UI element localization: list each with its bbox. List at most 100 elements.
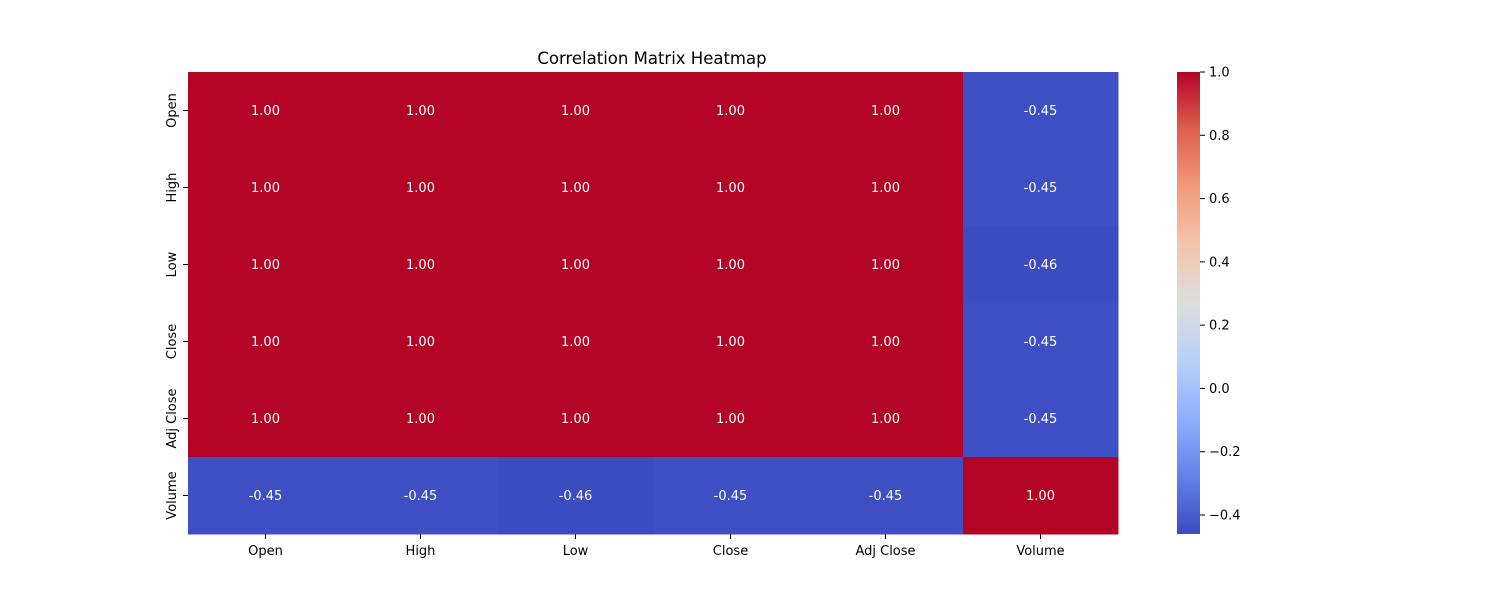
heatmap-cell bbox=[343, 149, 499, 227]
cell-annotation: 1.00 bbox=[561, 412, 590, 427]
heatmap-cell bbox=[188, 72, 344, 150]
heatmap-cell bbox=[188, 457, 344, 535]
cell-annotation: 1.00 bbox=[561, 258, 590, 273]
cell-annotation: -0.45 bbox=[714, 489, 748, 504]
heatmap-cell bbox=[188, 380, 344, 458]
cell-annotations: 1.00 1.00 1.00 1.00 1.00 -0.45 1.00 1.00 1.00 1.0… bbox=[249, 104, 1058, 504]
chart-title: Correlation Matrix Heatmap bbox=[537, 49, 766, 68]
cell-annotation: 1.00 bbox=[561, 181, 590, 196]
heatmap-cells bbox=[188, 72, 1119, 535]
cell-annotation: 1.00 bbox=[871, 258, 900, 273]
cell-annotation: 1.00 bbox=[716, 104, 745, 119]
heatmap-cell bbox=[343, 303, 499, 381]
y-tick-label: Volume bbox=[165, 471, 180, 519]
heatmap-cell bbox=[498, 149, 654, 227]
heatmap-cell bbox=[808, 303, 964, 381]
x-tick-label: Low bbox=[563, 544, 589, 559]
cell-annotation: 1.00 bbox=[406, 104, 435, 119]
x-tick-label: High bbox=[406, 544, 436, 559]
cell-annotation: 1.00 bbox=[871, 335, 900, 350]
cell-annotation: 1.00 bbox=[561, 104, 590, 119]
x-tick-label: Open bbox=[248, 544, 283, 559]
cell-annotation: 1.00 bbox=[251, 104, 280, 119]
cell-annotation: 1.00 bbox=[251, 412, 280, 427]
heatmap-cell bbox=[653, 72, 809, 150]
cell-annotation: 1.00 bbox=[871, 104, 900, 119]
cell-annotation: -0.45 bbox=[869, 489, 903, 504]
heatmap-cell bbox=[498, 72, 654, 150]
heatmap-cell bbox=[343, 380, 499, 458]
cell-annotation: 1.00 bbox=[406, 181, 435, 196]
colorbar: 1.0 0.8 0.6 0.4 0.2 0.0 −0.2 −0.4 bbox=[1177, 66, 1241, 534]
cell-annotation: 1.00 bbox=[716, 258, 745, 273]
cell-annotation: 1.00 bbox=[716, 181, 745, 196]
x-tick-label: Adj Close bbox=[855, 544, 915, 559]
heatmap-cell bbox=[963, 457, 1119, 535]
heatmap-cell bbox=[498, 226, 654, 304]
cell-annotation: -0.46 bbox=[559, 489, 593, 504]
heatmap-cell bbox=[498, 303, 654, 381]
cell-annotation: 1.00 bbox=[871, 181, 900, 196]
colorbar-tick-label: 0.4 bbox=[1209, 255, 1230, 270]
cell-annotation: -0.45 bbox=[1024, 104, 1058, 119]
y-axis: Open High Low Close Adj Close Volume bbox=[165, 93, 188, 520]
heatmap-cell bbox=[188, 226, 344, 304]
cell-annotation: 1.00 bbox=[251, 258, 280, 273]
x-tick-label: Close bbox=[713, 544, 748, 559]
cell-annotation: 1.00 bbox=[251, 181, 280, 196]
y-tick-label: Adj Close bbox=[165, 388, 180, 448]
heatmap-cell bbox=[963, 380, 1119, 458]
heatmap-cell bbox=[808, 380, 964, 458]
colorbar-tick-label: 0.8 bbox=[1209, 129, 1230, 144]
heatmap-cell bbox=[653, 149, 809, 227]
colorbar-tick-label: 0.6 bbox=[1209, 192, 1230, 207]
cell-annotation: -0.45 bbox=[249, 489, 283, 504]
heatmap-cell bbox=[808, 149, 964, 227]
cell-annotation: 1.00 bbox=[406, 258, 435, 273]
colorbar-tick-label: −0.2 bbox=[1209, 445, 1241, 460]
cell-annotation: 1.00 bbox=[716, 335, 745, 350]
heatmap-cell bbox=[498, 457, 654, 535]
colorbar-gradient bbox=[1177, 72, 1200, 534]
heatmap-cell bbox=[963, 226, 1119, 304]
heatmap-cell bbox=[808, 457, 964, 535]
heatmap-cell bbox=[343, 72, 499, 150]
cell-annotation: 1.00 bbox=[406, 335, 435, 350]
cell-annotation: 1.00 bbox=[406, 412, 435, 427]
x-axis: Open High Low Close Adj Close Volume bbox=[248, 534, 1065, 559]
cell-annotation: -0.45 bbox=[1024, 335, 1058, 350]
heatmap-cell bbox=[343, 457, 499, 535]
cell-annotation: -0.45 bbox=[1024, 412, 1058, 427]
heatmap-cell bbox=[963, 303, 1119, 381]
y-tick-label: High bbox=[165, 173, 180, 203]
colorbar-tick-label: 1.0 bbox=[1209, 66, 1230, 81]
colorbar-tick-label: 0.0 bbox=[1209, 382, 1230, 397]
cell-annotation: -0.45 bbox=[404, 489, 438, 504]
y-tick-label: Open bbox=[165, 93, 180, 128]
cell-annotation: 1.00 bbox=[251, 335, 280, 350]
heatmap-cell bbox=[653, 303, 809, 381]
heatmap-cell bbox=[343, 226, 499, 304]
heatmap-cell bbox=[188, 149, 344, 227]
cell-annotation: -0.46 bbox=[1024, 258, 1058, 273]
heatmap-cell bbox=[963, 149, 1119, 227]
heatmap-cell bbox=[188, 303, 344, 381]
cell-annotation: 1.00 bbox=[716, 412, 745, 427]
cell-annotation: 1.00 bbox=[561, 335, 590, 350]
cell-annotation: 1.00 bbox=[1026, 489, 1055, 504]
heatmap-cell bbox=[653, 457, 809, 535]
heatmap-cell bbox=[653, 226, 809, 304]
heatmap-cell bbox=[808, 72, 964, 150]
heatmap-cell bbox=[653, 380, 809, 458]
heatmap-cell bbox=[808, 226, 964, 304]
colorbar-tick-label: −0.4 bbox=[1209, 509, 1241, 524]
x-tick-label: Volume bbox=[1016, 544, 1064, 559]
y-tick-label: Low bbox=[165, 251, 180, 277]
heatmap-cell bbox=[963, 72, 1119, 150]
cell-annotation: -0.45 bbox=[1024, 181, 1058, 196]
y-tick-label: Close bbox=[165, 324, 180, 359]
colorbar-tick-label: 0.2 bbox=[1209, 319, 1230, 334]
cell-annotation: 1.00 bbox=[871, 412, 900, 427]
